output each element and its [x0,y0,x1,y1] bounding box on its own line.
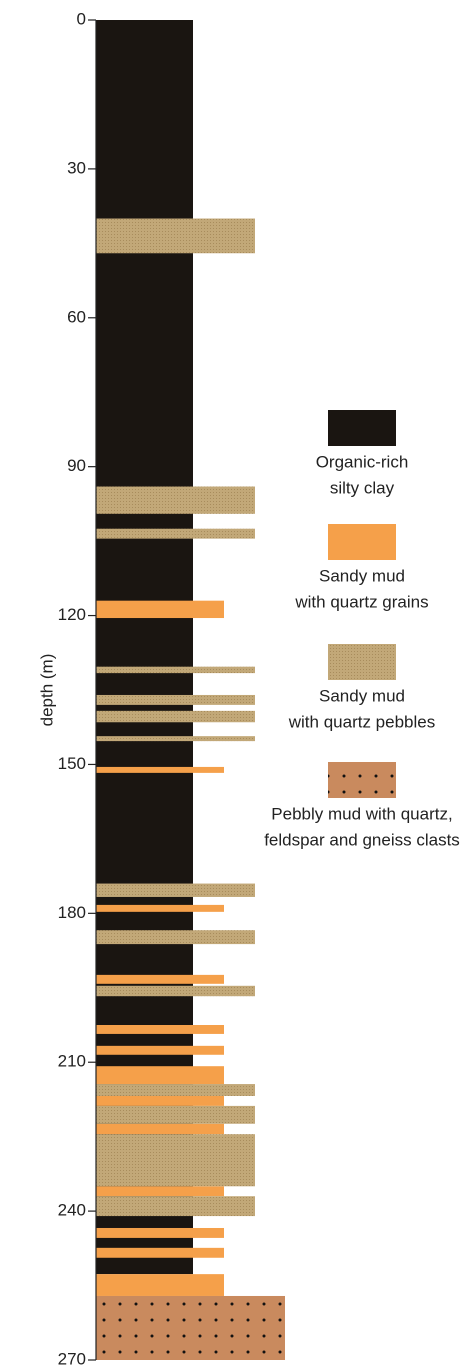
layer [96,1045,224,1055]
legend-swatch [328,644,396,680]
legend-label: Pebbly mud with quartz, [271,804,452,823]
legend-swatch [328,762,396,798]
layer [96,985,255,997]
y-axis-label: depth (m) [37,654,56,727]
layer [96,930,255,945]
y-tick-label: 60 [67,307,86,326]
layer [96,766,224,773]
legend-label: with quartz grains [294,592,428,611]
layer [96,1105,255,1124]
layer [96,600,224,619]
layer [96,883,255,897]
layer [96,1025,224,1034]
legend-label: Sandy mud [319,566,405,585]
legend-label: Organic-rich [316,452,409,471]
layer [96,218,255,254]
y-tick-label: 150 [58,754,86,773]
legend-swatch [328,524,396,560]
layer [96,1123,224,1135]
layer [96,1196,255,1217]
layer [96,1295,285,1360]
y-tick-label: 0 [77,9,86,28]
layer [96,904,224,912]
layer [96,736,255,742]
y-tick-label: 90 [67,456,86,475]
layer [96,528,255,539]
legend-label: Sandy mud [319,686,405,705]
layer [96,974,224,984]
legend-label: feldspar and gneiss clasts [264,830,460,849]
layer [96,1084,255,1096]
layer [96,1186,224,1197]
layer [96,666,255,674]
y-tick-label: 30 [67,158,86,177]
layer [96,1227,224,1238]
y-tick-label: 120 [58,605,86,624]
y-tick-label: 270 [58,1349,86,1368]
legend-label: with quartz pebbles [288,712,435,731]
layer [96,694,255,705]
y-tick-label: 210 [58,1052,86,1071]
legend-swatch [328,410,396,446]
layer [96,486,255,514]
layer [96,710,255,723]
layer [96,1134,255,1187]
layer [96,1247,224,1258]
layer [96,1066,224,1085]
layer [96,1274,224,1296]
y-tick-label: 240 [58,1201,86,1220]
layer [96,1095,224,1106]
y-tick-label: 180 [58,903,86,922]
legend-label: silty clay [330,478,395,497]
